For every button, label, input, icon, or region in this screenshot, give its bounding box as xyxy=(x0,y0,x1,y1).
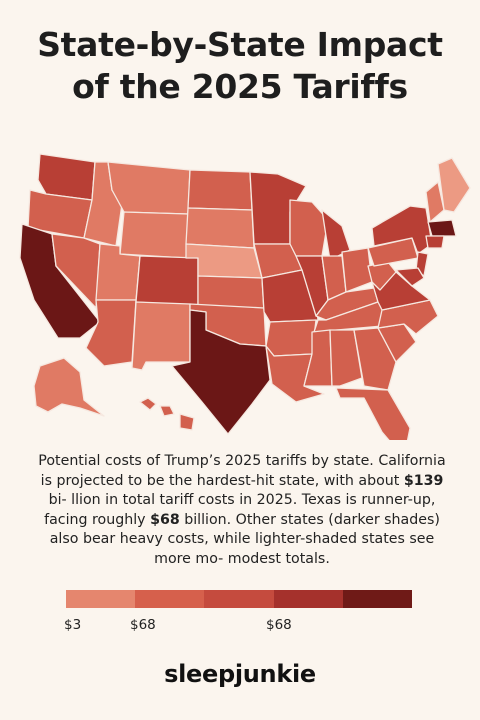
legend-tick-3: $68 xyxy=(266,617,292,633)
state-colorado xyxy=(135,255,199,307)
state-south-dakota xyxy=(185,207,255,249)
state-arkansas xyxy=(265,319,317,357)
legend-swatch-1 xyxy=(66,590,136,608)
state-new-mexico xyxy=(131,301,191,371)
map-description: Potential costs of Trump’s 2025 tariffs … xyxy=(36,452,448,569)
brand-logo: sleepjunkie xyxy=(164,660,316,688)
title-line-2: of the 2025 Tariffs xyxy=(72,67,408,106)
description-part-2: bi- llion in total tariff costs in 2025.… xyxy=(44,492,436,528)
state-wyoming xyxy=(119,211,189,259)
title-line-1: State-by-State Impact xyxy=(37,25,443,64)
state-michigan xyxy=(321,209,351,261)
state-north-dakota xyxy=(187,169,253,211)
state-mississippi xyxy=(303,329,333,387)
description-part-3: billion. Other states (darker shades) al… xyxy=(49,511,440,567)
state-wisconsin xyxy=(289,199,329,257)
state-maryland-delaware xyxy=(395,267,425,287)
state-washington xyxy=(37,153,96,201)
state-hawaii-3 xyxy=(179,413,195,431)
texas-cost-value: $68 xyxy=(150,511,180,528)
state-hawaii xyxy=(139,397,157,411)
state-alaska xyxy=(33,357,105,417)
legend-color-bar xyxy=(66,590,413,608)
map-title: State-by-State Impact of the 2025 Tariff… xyxy=(0,24,480,108)
state-new-york xyxy=(371,205,433,255)
california-cost-value: $139 xyxy=(403,472,444,489)
state-ohio xyxy=(341,247,373,293)
state-montana xyxy=(107,161,191,215)
legend-swatch-5 xyxy=(342,590,413,608)
legend-tick-2: $68 xyxy=(130,617,156,633)
state-alabama xyxy=(329,329,363,387)
legend-swatch-4 xyxy=(273,590,343,608)
state-connecticut-ri xyxy=(425,235,445,249)
legend-tick-1: $3 xyxy=(64,617,82,633)
description-part-1: Potential costs of Trump’s 2025 tariffs … xyxy=(38,453,446,489)
state-massachusetts xyxy=(427,219,457,237)
state-louisiana xyxy=(265,345,325,403)
us-states-map xyxy=(19,153,471,440)
legend-swatch-3 xyxy=(204,590,274,608)
state-hawaii-2 xyxy=(159,405,175,417)
state-nebraska xyxy=(185,243,263,279)
legend-swatch-2 xyxy=(135,590,205,608)
state-texas xyxy=(171,309,271,435)
state-florida xyxy=(335,387,411,440)
state-maine xyxy=(437,157,471,213)
state-arizona xyxy=(85,299,137,367)
